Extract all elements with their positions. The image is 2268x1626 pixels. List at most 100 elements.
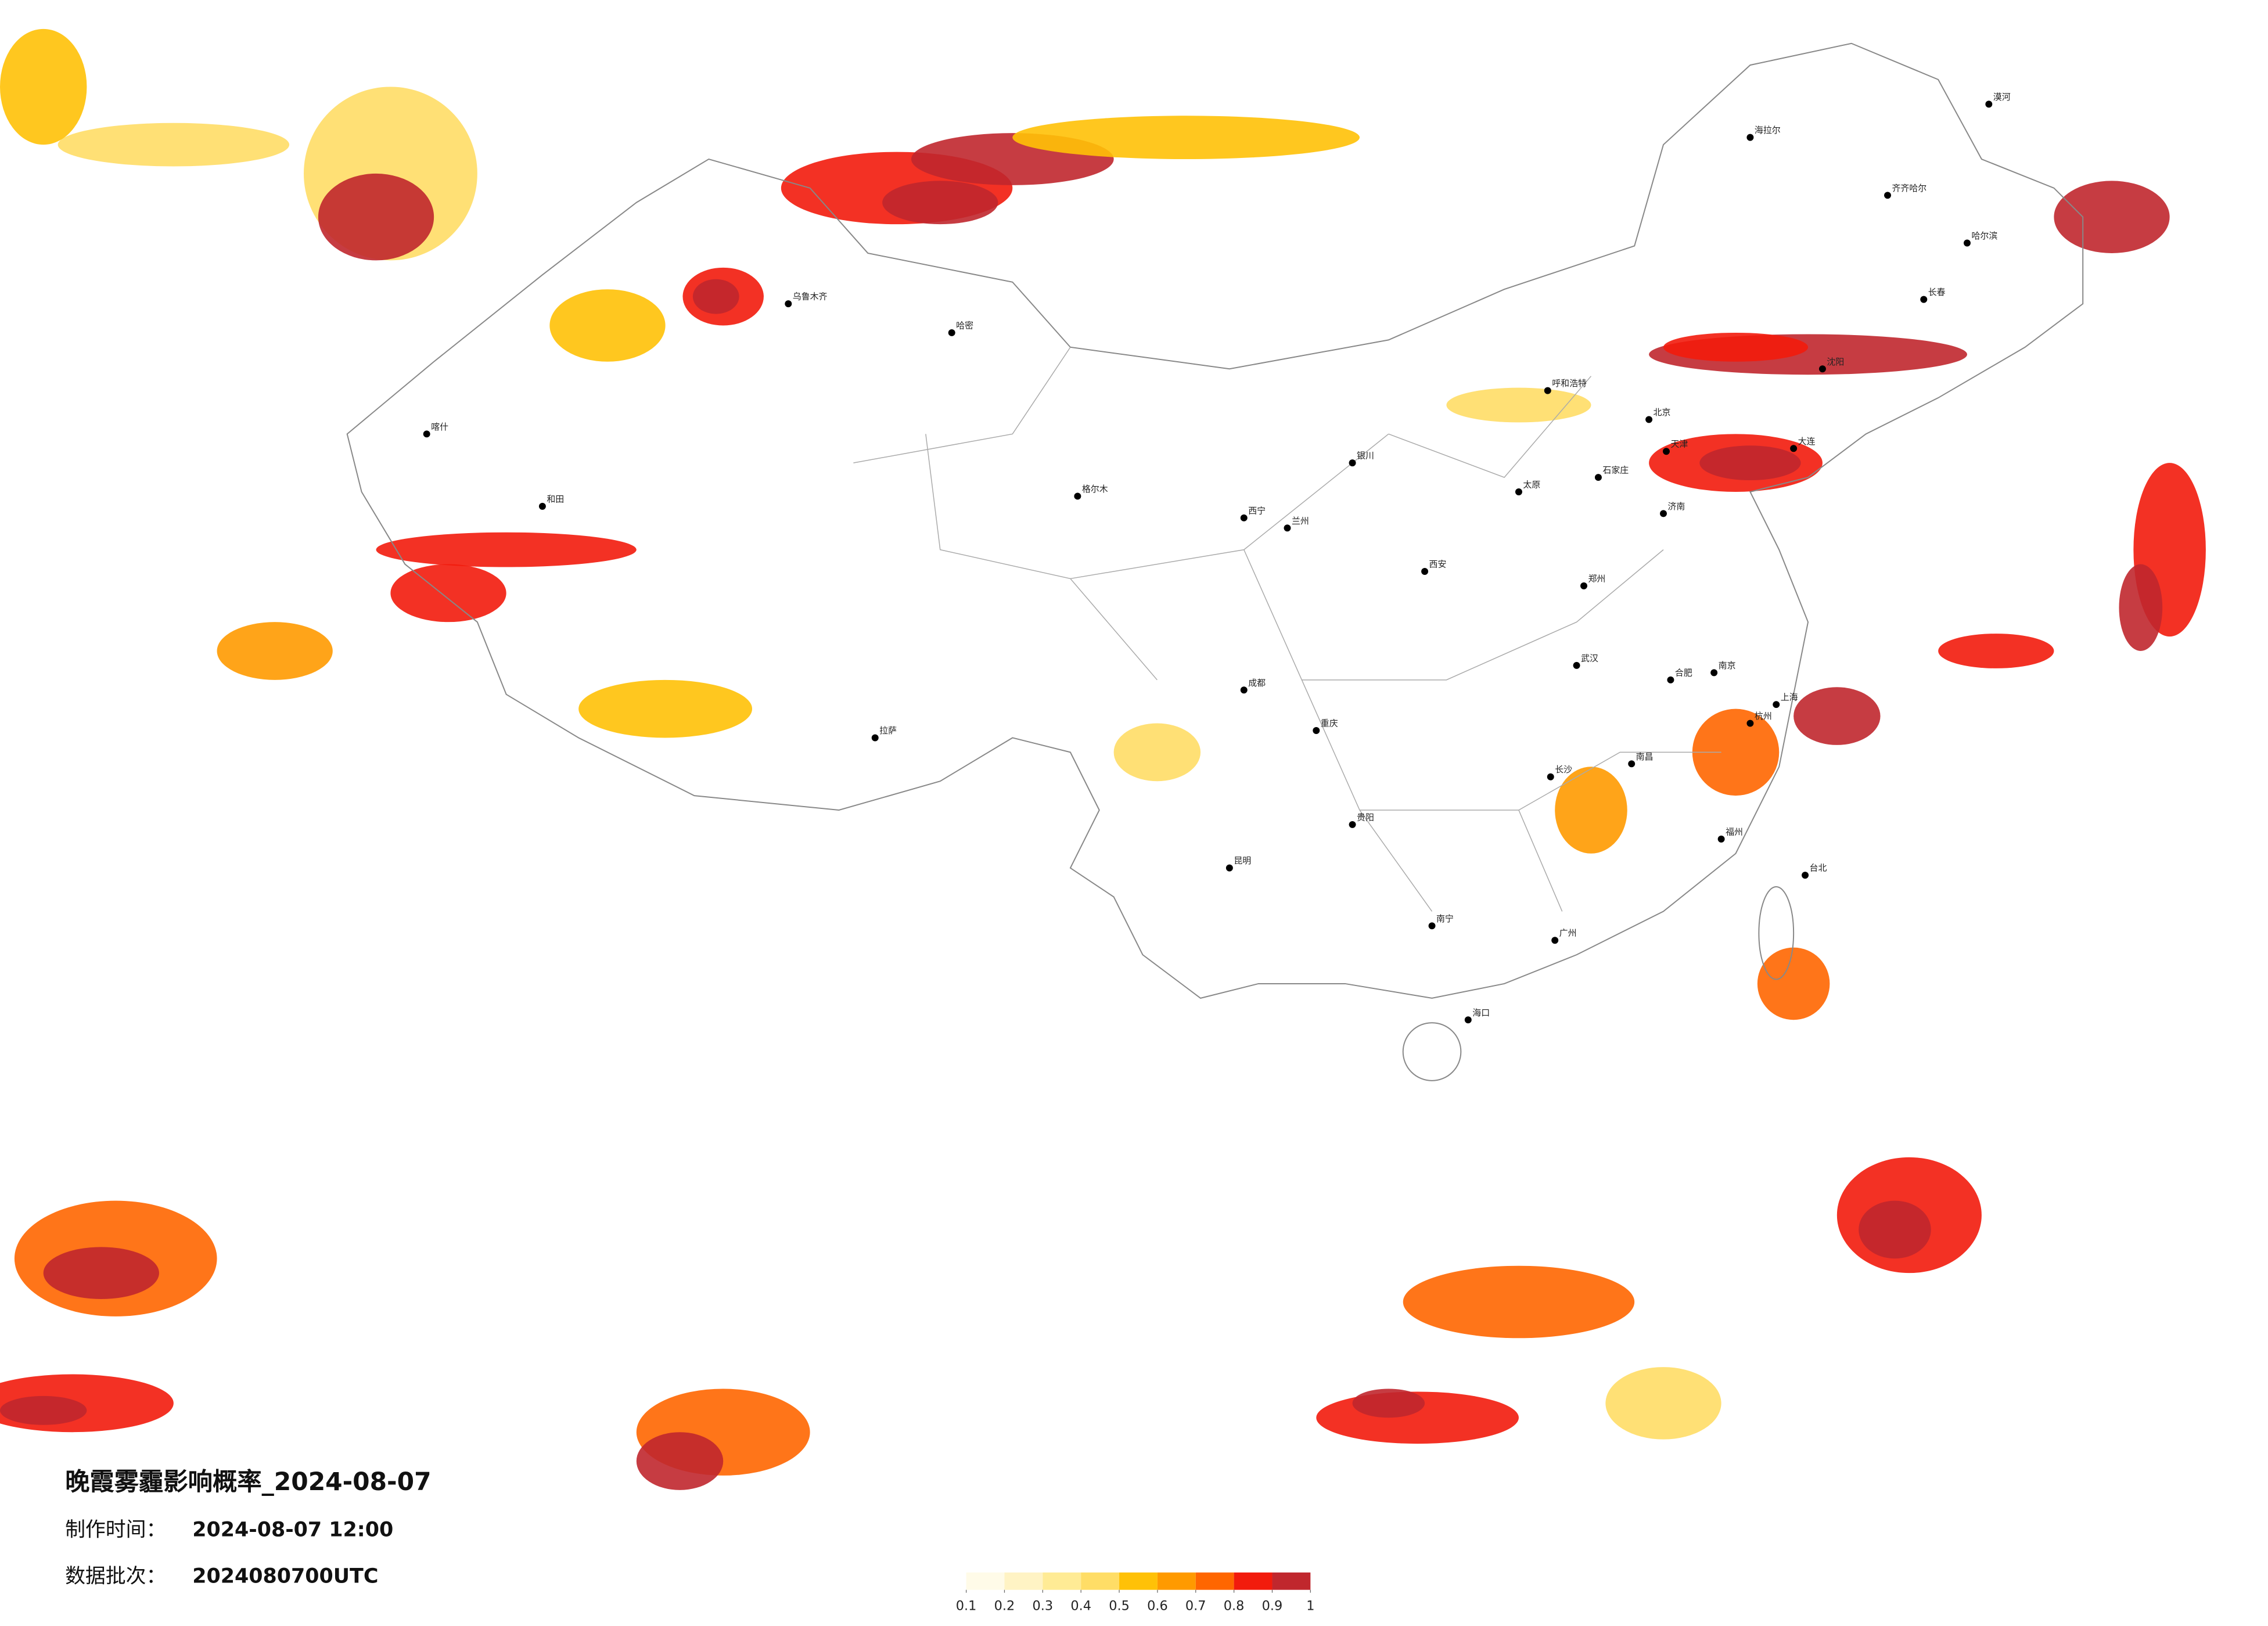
city-label: 广州 (1559, 928, 1577, 938)
city-dot (1717, 835, 1725, 843)
probability-patch (2054, 181, 2170, 253)
made-value: 2024-08-07 12:00 (192, 1519, 393, 1542)
city-label: 福州 (1726, 826, 1743, 837)
probability-patch (390, 564, 506, 623)
batch-label: 数据批次： (65, 1564, 166, 1588)
legend-swatch (1195, 1572, 1234, 1590)
city-label: 济南 (1667, 501, 1685, 512)
city-label: 上海 (1781, 692, 1798, 703)
city-label: 海拉尔 (1755, 125, 1781, 135)
city-dot (1544, 387, 1551, 394)
city-dot (1225, 864, 1233, 872)
legend-tick-label: 0.1 (956, 1599, 977, 1614)
city-dot (423, 430, 430, 438)
legend-tick-label: 0.2 (994, 1599, 1015, 1614)
probability-patch (0, 1395, 87, 1425)
probability-patch (1403, 1265, 1635, 1339)
city-dot (1349, 459, 1356, 467)
city-dot (1349, 821, 1356, 828)
probability-patch (57, 123, 290, 167)
probability-patch (692, 279, 739, 314)
city-label: 漠河 (1993, 92, 2011, 102)
probability-patch (1555, 767, 1627, 854)
province-borders (853, 347, 1721, 912)
city-label: 昆明 (1234, 855, 1251, 866)
city-dot (1985, 100, 1993, 108)
city-label: 银川 (1357, 451, 1374, 461)
legend-swatch (1234, 1572, 1273, 1590)
city-dot (1628, 760, 1636, 768)
city-dot (1428, 922, 1436, 930)
probability-patch (578, 679, 753, 738)
city-dot (1074, 492, 1081, 500)
city-label: 乌鲁木齐 (793, 292, 828, 302)
probability-patch (0, 28, 87, 145)
legend-swatch (1004, 1572, 1043, 1590)
legend-tick-label: 0.5 (1109, 1599, 1130, 1614)
probability-patch (1605, 1367, 1721, 1440)
title: 晚霞雾霾影响概率_2024-08-07 (65, 1467, 431, 1496)
city-dot (1920, 296, 1928, 303)
city-dot (1421, 568, 1429, 575)
probability-patch (1859, 1200, 1931, 1259)
legend-tick-label: 1 (1306, 1599, 1314, 1614)
city-dot (1573, 661, 1580, 669)
city-label: 太原 (1523, 479, 1540, 490)
city-dot (1710, 669, 1718, 677)
city-label: 西安 (1429, 559, 1447, 570)
city-label: 兰州 (1292, 516, 1309, 526)
legend-swatch (1272, 1572, 1311, 1590)
city-dot (1313, 727, 1320, 734)
made-label: 制作时间： (65, 1519, 166, 1542)
city-dot (1240, 514, 1248, 521)
city-label: 郑州 (1588, 573, 1605, 584)
city-label: 格尔木 (1082, 484, 1108, 494)
city-label: 成都 (1248, 678, 1266, 688)
probability-patch (1663, 332, 1809, 362)
city-label: 南京 (1719, 660, 1736, 671)
city-label: 北京 (1654, 407, 1671, 418)
legend-tick-label: 0.8 (1224, 1599, 1245, 1614)
city-label: 台北 (1810, 863, 1827, 873)
city-dot (785, 300, 792, 308)
city-label: 拉萨 (879, 725, 897, 736)
city-dot (1464, 1016, 1472, 1024)
probability-patch (1012, 116, 1360, 160)
legend-tick-label: 0.9 (1262, 1599, 1283, 1614)
city-dot (1547, 773, 1554, 780)
city-dot (1818, 365, 1826, 373)
city-dot (1663, 448, 1670, 455)
city-label: 南昌 (1636, 751, 1654, 762)
city-dot (538, 502, 546, 510)
city-label: 齐齐哈尔 (1892, 183, 1926, 193)
city-label: 长春 (1928, 287, 1946, 297)
batch-value: 2024080700UTC (192, 1564, 378, 1588)
legend-tick-label: 0.7 (1185, 1599, 1206, 1614)
probability-patch (1757, 947, 1830, 1020)
probability-patch (636, 1432, 724, 1490)
legend-swatch (1081, 1572, 1120, 1590)
probability-patch (1699, 445, 1801, 481)
probability-patch (1692, 708, 1780, 796)
probability-patch (376, 532, 637, 567)
city-dot (1240, 686, 1248, 694)
hainan-outline (1402, 1022, 1462, 1081)
probability-patch (549, 289, 666, 362)
city-label: 杭州 (1755, 711, 1772, 721)
city-label: 武汉 (1581, 653, 1598, 663)
city-dot (1746, 134, 1754, 141)
city-label: 重庆 (1321, 718, 1338, 729)
country-border (346, 42, 2084, 999)
city-dot (1802, 872, 1809, 879)
city-label: 长沙 (1555, 764, 1572, 775)
city-label: 大连 (1798, 436, 1816, 447)
taiwan-outline (1758, 886, 1795, 980)
city-dot (1667, 676, 1674, 684)
probability-patch (882, 181, 998, 225)
city-dot (1746, 720, 1754, 727)
legend-tick-label: 0.4 (1070, 1599, 1091, 1614)
city-dot (1580, 582, 1588, 589)
